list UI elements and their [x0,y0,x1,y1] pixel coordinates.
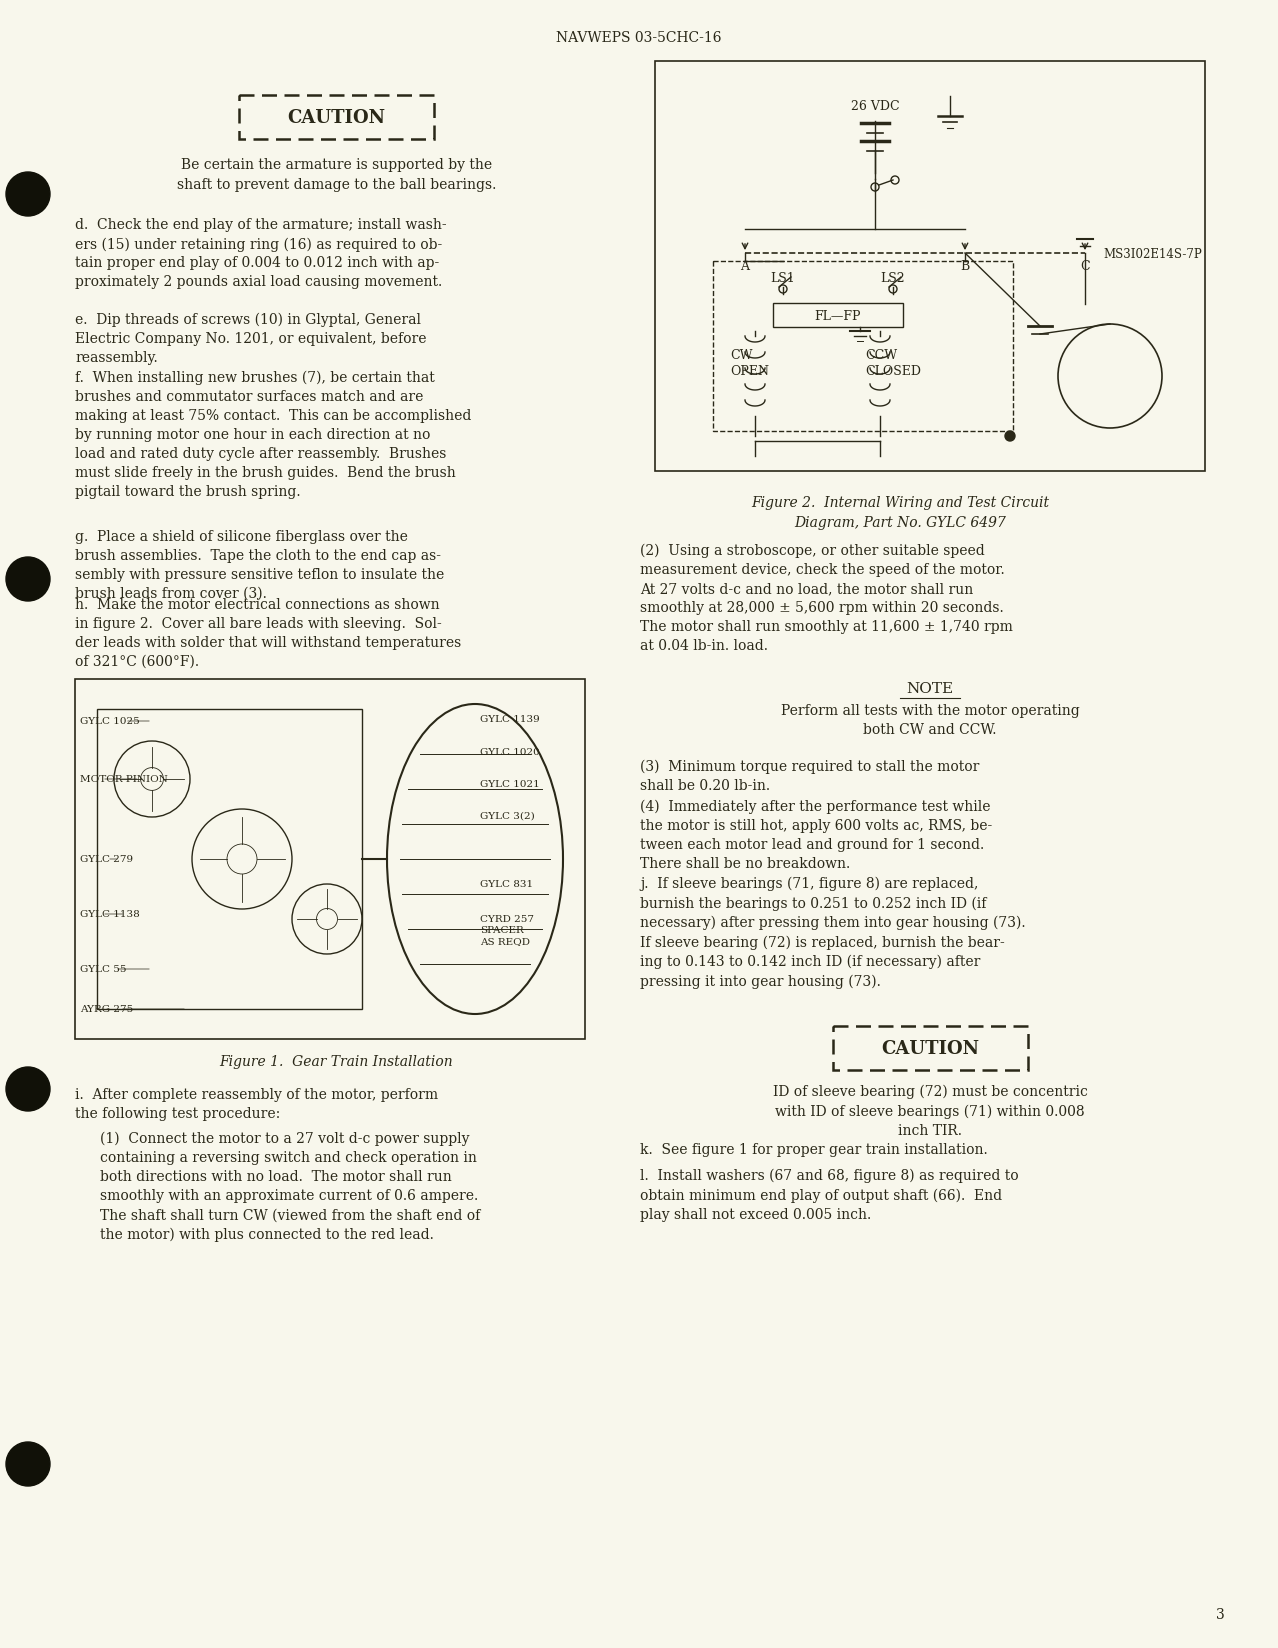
Bar [656,63,1205,471]
Text: (4)  Immediately after the performance test while
the motor is still hot, apply : (4) Immediately after the performance te… [640,799,992,870]
Text: GYLC 1025: GYLC 1025 [81,717,139,727]
Text: GYLC 55: GYLC 55 [81,966,127,974]
Text: Be certain the armature is supported by the
shaft to prevent damage to the ball : Be certain the armature is supported by … [176,158,496,191]
Text: GYLC 1020: GYLC 1020 [481,748,539,756]
Text: CAUTION: CAUTION [288,109,386,127]
Text: A: A [740,260,749,274]
Circle shape [6,1442,50,1486]
Text: CYRD 257
SPACER
AS REQD: CYRD 257 SPACER AS REQD [481,915,534,946]
FancyBboxPatch shape [832,1027,1028,1070]
Text: GYLC 831: GYLC 831 [481,880,533,888]
Text: (1)  Connect the motor to a 27 volt d-c power supply
containing a reversing swit: (1) Connect the motor to a 27 volt d-c p… [100,1131,481,1241]
Text: g.  Place a shield of silicone fiberglass over the
brush assemblies.  Tape the c: g. Place a shield of silicone fiberglass… [75,529,445,600]
Bar [713,262,1013,432]
Text: CCW
CLOSED: CCW CLOSED [865,349,921,377]
Text: CW
OPEN: CW OPEN [730,349,769,377]
Text: l.  Install washers (67 and 68, figure 8) as required to
obtain minimum end play: l. Install washers (67 and 68, figure 8)… [640,1168,1019,1221]
Text: 3: 3 [1215,1607,1224,1622]
Text: AYRG 275: AYRG 275 [81,1005,133,1014]
Circle shape [6,1068,50,1111]
Text: GYLC 3(2): GYLC 3(2) [481,811,534,821]
Text: NOTE: NOTE [906,682,953,695]
Text: h.  Make the motor electrical connections as shown
in figure 2.  Cover all bare : h. Make the motor electrical connections… [75,598,461,669]
Text: k.  See figure 1 for proper gear train installation.: k. See figure 1 for proper gear train in… [640,1142,988,1157]
Bar [97,710,362,1009]
Circle shape [6,557,50,602]
Text: i.  After complete reassembly of the motor, perform
the following test procedure: i. After complete reassembly of the moto… [75,1088,438,1121]
Text: GYLC 1138: GYLC 1138 [81,910,139,920]
Text: MS3I02E14S-7P: MS3I02E14S-7P [1103,247,1201,260]
Text: LS2: LS2 [881,272,905,285]
Text: (3)  Minimum torque required to stall the motor
shall be 0.20 lb-in.: (3) Minimum torque required to stall the… [640,760,979,793]
Text: LS1: LS1 [771,272,795,285]
Text: d.  Check the end play of the armature; install wash-
ers (15) under retaining r: d. Check the end play of the armature; i… [75,218,446,290]
Bar [773,303,904,328]
Text: Figure 2.  Internal Wiring and Test Circuit
Diagram, Part No. GYLC 6497: Figure 2. Internal Wiring and Test Circu… [751,496,1049,529]
Bar [75,679,585,1040]
Text: MOTOR PINION: MOTOR PINION [81,775,167,784]
Text: ID of sleeve bearing (72) must be concentric
with ID of sleeve bearings (71) wit: ID of sleeve bearing (72) must be concen… [773,1084,1088,1137]
FancyBboxPatch shape [239,96,435,140]
Text: 26 VDC: 26 VDC [851,101,900,114]
Text: NAVWEPS 03-5CHC-16: NAVWEPS 03-5CHC-16 [556,31,722,44]
Text: f.  When installing new brushes (7), be certain that
brushes and commutator surf: f. When installing new brushes (7), be c… [75,371,472,499]
Text: GYLC 279: GYLC 279 [81,855,133,864]
Circle shape [1005,432,1015,442]
Text: B: B [960,260,970,274]
Circle shape [6,173,50,218]
Text: FL—FP: FL—FP [815,310,861,323]
Text: Perform all tests with the motor operating
both CW and CCW.: Perform all tests with the motor operati… [781,704,1080,737]
Text: Figure 1.  Gear Train Installation: Figure 1. Gear Train Installation [220,1055,454,1068]
Text: (2)  Using a stroboscope, or other suitable speed
measurement device, check the : (2) Using a stroboscope, or other suitab… [640,544,1013,653]
Text: C: C [1080,260,1090,274]
Text: GYLC 1139: GYLC 1139 [481,715,539,723]
Text: GYLC 1021: GYLC 1021 [481,780,539,788]
Text: j.  If sleeve bearings (71, figure 8) are replaced,
burnish the bearings to 0.25: j. If sleeve bearings (71, figure 8) are… [640,877,1026,989]
Text: e.  Dip threads of screws (10) in Glyptal, General
Electric Company No. 1201, or: e. Dip threads of screws (10) in Glyptal… [75,313,427,366]
Text: CAUTION: CAUTION [881,1040,979,1058]
